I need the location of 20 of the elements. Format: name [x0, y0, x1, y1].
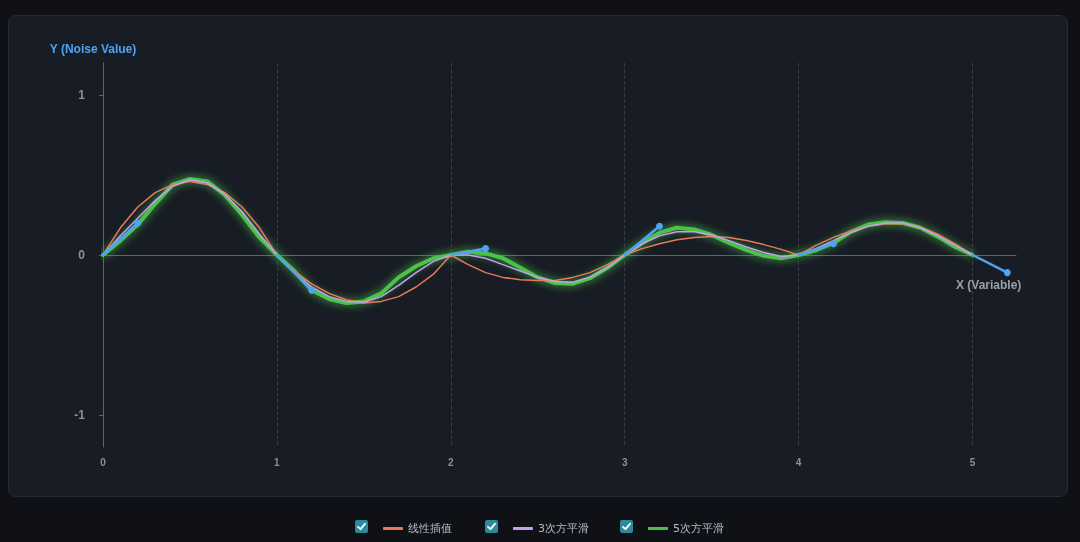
y-tick-label: -1 [74, 408, 86, 422]
x-axis-title: X (Variable) [956, 278, 1022, 292]
y-axis-title: Y (Noise Value) [49, 42, 137, 56]
legend-label: 3次方平滑 [538, 522, 589, 535]
x-tick-label: 1 [274, 456, 281, 468]
point [308, 286, 316, 294]
point [829, 240, 837, 248]
y-tick-label: 1 [78, 88, 86, 102]
x-tick-label: 5 [969, 456, 976, 468]
x-tick-label: 3 [621, 456, 628, 468]
x-tick-label: 2 [448, 456, 455, 468]
point [482, 245, 490, 253]
point [656, 222, 663, 230]
x-tick-label: 4 [795, 456, 802, 468]
legend-label: 5次方平滑 [673, 522, 724, 535]
x-tick-label: 0 [100, 456, 107, 468]
point [1003, 269, 1011, 277]
legend-label: 线性插值 [408, 522, 452, 535]
point [134, 219, 142, 227]
y-tick-label: 0 [78, 248, 86, 262]
